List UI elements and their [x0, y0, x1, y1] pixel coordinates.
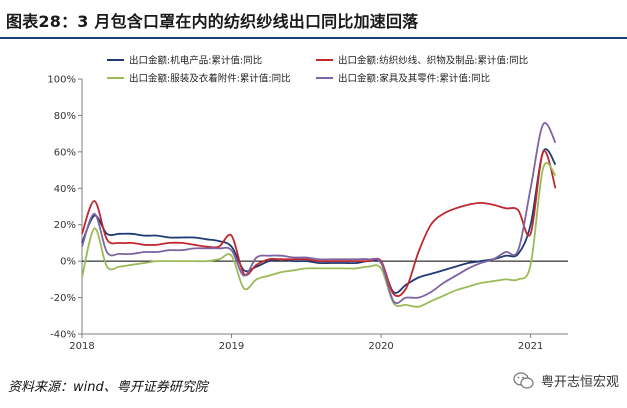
- line-chart: -40% -20% 0% 20% 40% 60% 80% 100% 2018 2019 2020 20…: [47, 55, 568, 352]
- wechat-icon: [513, 371, 534, 389]
- y-tick-label: -40%: [50, 330, 76, 341]
- y-tick-label: 20%: [54, 220, 76, 231]
- series-line-3: [81, 162, 557, 308]
- series-line-1: [81, 148, 557, 294]
- series-line-2: [81, 150, 557, 297]
- chart-title: 图表28：3 月包含口罩在内的纺织纱线出口同比加速回落: [6, 12, 419, 31]
- legend-label-1: 出口金额:机电产品:累计值:同比: [129, 55, 262, 67]
- title-divider: [0, 37, 627, 39]
- x-tick-label: 2021: [518, 341, 543, 352]
- x-tick-label: 2018: [69, 341, 94, 352]
- legend-label-4: 出口金额:家具及其零件:累计值:同比: [338, 73, 490, 85]
- x-tick-label: 2019: [219, 341, 244, 352]
- x-tick-label: 2020: [368, 341, 393, 352]
- watermark: 粤开志恒宏观: [513, 371, 619, 390]
- y-tick-label: -20%: [50, 293, 76, 304]
- y-tick-label: 40%: [54, 184, 76, 195]
- source-note: 资料来源：wind、粤开证券研究院: [8, 380, 208, 395]
- y-tick-label: 0%: [60, 257, 76, 268]
- legend-label-2: 出口金额:纺织纱线、织物及制品:累计值:同比: [338, 55, 528, 67]
- series-line-4: [81, 122, 557, 305]
- legend-label-3: 出口金额:服装及衣着附件:累计值:同比: [129, 73, 291, 85]
- y-tick-label: 60%: [54, 147, 76, 158]
- watermark-text: 粤开志恒宏观: [540, 375, 619, 390]
- y-tick-label: 80%: [54, 111, 76, 122]
- y-tick-label: 100%: [47, 75, 76, 86]
- title-bar: 图表28：3 月包含口罩在内的纺织纱线出口同比加速回落: [0, 0, 627, 39]
